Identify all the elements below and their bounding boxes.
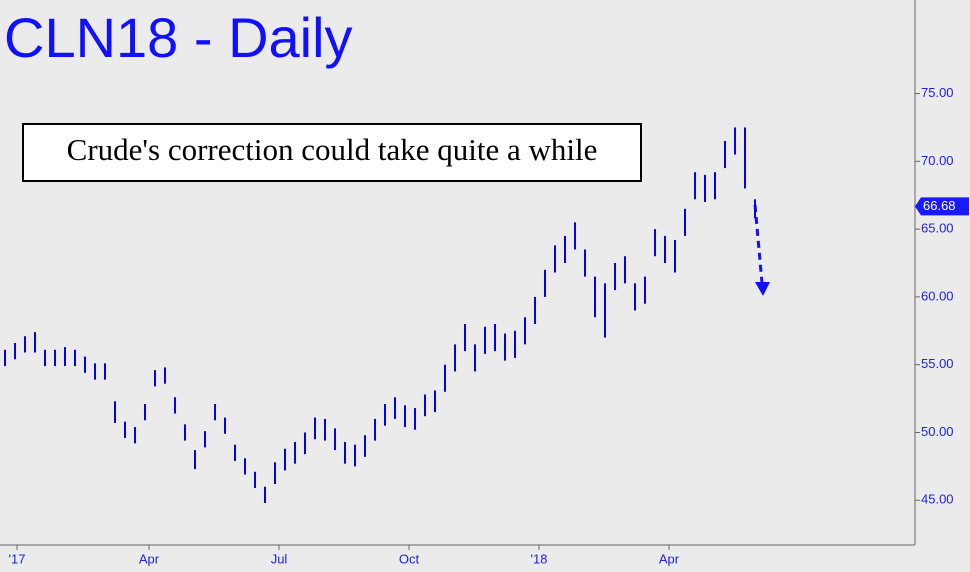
last-value-label: 66.68 xyxy=(923,198,956,213)
y-tick-label: 45.00 xyxy=(921,492,954,507)
y-tick-label: 70.00 xyxy=(921,153,954,168)
chart-title: CLN18 - Daily xyxy=(4,6,353,69)
y-tick-label: 65.00 xyxy=(921,221,954,236)
x-tick-label: '18 xyxy=(531,551,548,566)
last-value-marker xyxy=(915,197,969,216)
x-tick-label: Apr xyxy=(659,551,680,566)
annotation: Crude's correction could take quite a wh… xyxy=(67,132,598,167)
arrow-head xyxy=(755,282,770,296)
x-tick-label: '17 xyxy=(9,551,26,566)
x-tick-label: Oct xyxy=(399,551,420,566)
y-tick-label: 75.00 xyxy=(921,85,954,100)
y-tick-label: 60.00 xyxy=(921,288,954,303)
y-tick-label: 55.00 xyxy=(921,356,954,371)
forecast-arrow xyxy=(753,204,764,284)
x-tick-label: Apr xyxy=(139,551,160,566)
annotation-box xyxy=(22,123,642,182)
x-tick-label: Jul xyxy=(271,551,288,566)
y-tick-label: 50.00 xyxy=(921,424,954,439)
